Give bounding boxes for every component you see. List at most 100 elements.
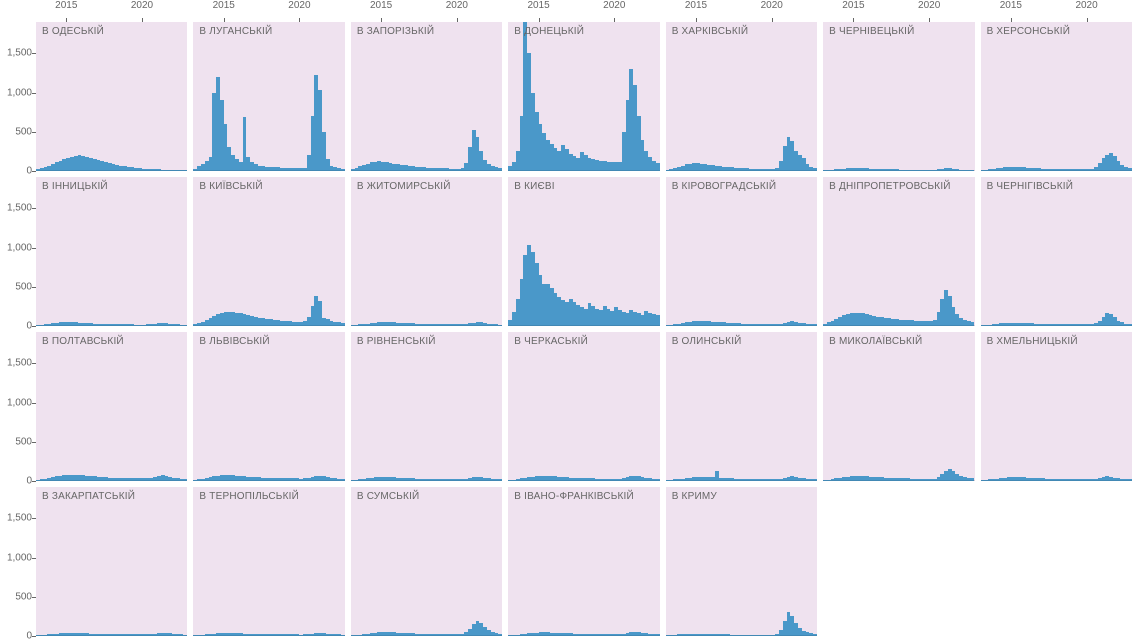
chart-panel: В ДНІПРОПЕТРОВСЬКІЙ <box>823 177 974 326</box>
y-axis: 05001,0001,500 <box>0 332 36 481</box>
panel-baseline <box>666 480 817 481</box>
chart-panel: В ХАРКІВСЬКІЙ <box>666 22 817 171</box>
panel-baseline <box>193 480 344 481</box>
panel-title: В ЛЬВІВСЬКІЙ <box>199 336 269 347</box>
panel-title: В СУМСЬКІЙ <box>357 491 420 502</box>
y-axis: 05001,0001,500 <box>0 177 36 326</box>
x-axis: 20152020 <box>981 0 1132 22</box>
x-tick-label: 2015 <box>685 0 707 11</box>
small-multiples-grid: 05001,0001,50005001,0001,50005001,0001,5… <box>0 0 1132 636</box>
x-tick-label: 2020 <box>446 0 468 11</box>
panel-title: В ХЕРСОНСЬКІЙ <box>987 26 1071 37</box>
x-axis: 2015 2020 <box>508 0 659 22</box>
x-tick-label: 2020 <box>603 0 625 11</box>
panel-title: В ЗАПОРІЗЬКІЙ <box>357 26 434 37</box>
bars-container <box>823 22 974 171</box>
x-tick-label: 2015 <box>213 0 235 11</box>
y-tick-label: 500 <box>15 436 32 447</box>
panel-title: В ЧЕРНІВЕЦЬКІЙ <box>829 26 914 37</box>
panel-title: В ТЕРНОПІЛЬСЬКІЙ <box>199 491 299 502</box>
panel-baseline <box>36 170 187 171</box>
y-tick-label: 500 <box>15 126 32 137</box>
panel-baseline <box>666 325 817 326</box>
x-tick-label: 2020 <box>1075 0 1097 11</box>
x-axis: 2015 2020 <box>193 0 344 22</box>
panel-title: В ІННИЦЬКІЙ <box>42 181 108 192</box>
y-tick-label: 1,500 <box>7 513 32 524</box>
bars-container <box>508 487 659 636</box>
panel-title: В КИЄВІ <box>514 181 555 192</box>
chart-panel: В ЛУГАНСЬКІЙ <box>193 22 344 171</box>
panel-baseline <box>351 325 502 326</box>
bars-container <box>351 487 502 636</box>
chart-panel: В ЗАКАРПАТСЬКІЙ <box>36 487 187 636</box>
bars-container <box>193 22 344 171</box>
bars-container <box>666 22 817 171</box>
chart-panel: В МИКОЛАЇВСЬКІЙ <box>823 332 974 481</box>
bars-container <box>193 332 344 481</box>
bars-container <box>981 177 1132 326</box>
bars-container <box>193 177 344 326</box>
x-tick-label: 2020 <box>288 0 310 11</box>
bars-container <box>823 332 974 481</box>
panel-baseline <box>193 170 344 171</box>
bars-container <box>351 177 502 326</box>
bars-container <box>36 22 187 171</box>
x-tick-label: 2015 <box>842 0 864 11</box>
bars-container <box>351 22 502 171</box>
y-tick-mark <box>32 481 36 482</box>
y-tick-label: 500 <box>15 591 32 602</box>
panel-title: В ЧЕРНІГІВСЬКІЙ <box>987 181 1074 192</box>
panel-baseline <box>351 170 502 171</box>
panel-baseline <box>351 480 502 481</box>
panel-baseline <box>36 480 187 481</box>
panel-title: В ЧЕРКАСЬКІЙ <box>514 336 588 347</box>
y-tick-label: 1,500 <box>7 203 32 214</box>
panel-title: В ПОЛТАВСЬКІЙ <box>42 336 124 347</box>
x-tick-label: 2015 <box>527 0 549 11</box>
bars-container <box>193 487 344 636</box>
chart-panel: В КИЇВСЬКІЙ <box>193 177 344 326</box>
bars-container <box>981 332 1132 481</box>
y-axis: 05001,0001,500 <box>0 487 36 636</box>
chart-panel: В КИЄВІ <box>508 177 659 326</box>
x-axis: 2015 2020 <box>823 0 974 22</box>
chart-panel: В ПОЛТАВСЬКІЙ <box>36 332 187 481</box>
y-tick-label: 1,000 <box>7 552 32 563</box>
x-tick-label: 2015 <box>55 0 77 11</box>
y-tick-mark <box>32 636 36 637</box>
panel-baseline <box>508 325 659 326</box>
bars-container <box>508 22 659 171</box>
chart-panel: В СУМСЬКІЙ <box>351 487 502 636</box>
panel-title: В ХМЕЛЬНИЦЬКІЙ <box>987 336 1078 347</box>
panel-title: В ЛУГАНСЬКІЙ <box>199 26 272 37</box>
x-axis: 20152020 <box>351 0 502 22</box>
chart-panel: В ІННИЦЬКІЙ <box>36 177 187 326</box>
chart-panel: В ЧЕРКАСЬКІЙ <box>508 332 659 481</box>
chart-panel: В ЖИТОМИРСЬКІЙ <box>351 177 502 326</box>
chart-panel: В ОДЕСЬКІЙ <box>36 22 187 171</box>
x-tick-label: 2020 <box>918 0 940 11</box>
panel-title: В ОДЕСЬКІЙ <box>42 26 104 37</box>
bars-container <box>508 177 659 326</box>
y-tick-label: 1,000 <box>7 397 32 408</box>
y-tick-label: 1,500 <box>7 358 32 369</box>
bars-container <box>981 22 1132 171</box>
y-tick-label: 1,000 <box>7 242 32 253</box>
y-tick-label: 500 <box>15 281 32 292</box>
panel-baseline <box>508 480 659 481</box>
panel-title: В ЗАКАРПАТСЬКІЙ <box>42 491 135 502</box>
panel-baseline <box>981 325 1132 326</box>
chart-panel: В ІВАНО-ФРАНКІВСЬКІЙ <box>508 487 659 636</box>
chart-panel: В КРИМУ <box>666 487 817 636</box>
x-axis: 20152020 <box>36 0 187 22</box>
bars-container <box>36 177 187 326</box>
bars-container <box>666 487 817 636</box>
chart-panel: В ЧЕРНІГІВСЬКІЙ <box>981 177 1132 326</box>
panel-title: В РІВНЕНСЬКІЙ <box>357 336 436 347</box>
panel-title: В ОЛИНСЬКІЙ <box>672 336 742 347</box>
panel-baseline <box>981 480 1132 481</box>
bars-container <box>351 332 502 481</box>
y-tick-label: 1,000 <box>7 87 32 98</box>
panel-title: В ДОНЕЦЬКІЙ <box>514 26 584 37</box>
